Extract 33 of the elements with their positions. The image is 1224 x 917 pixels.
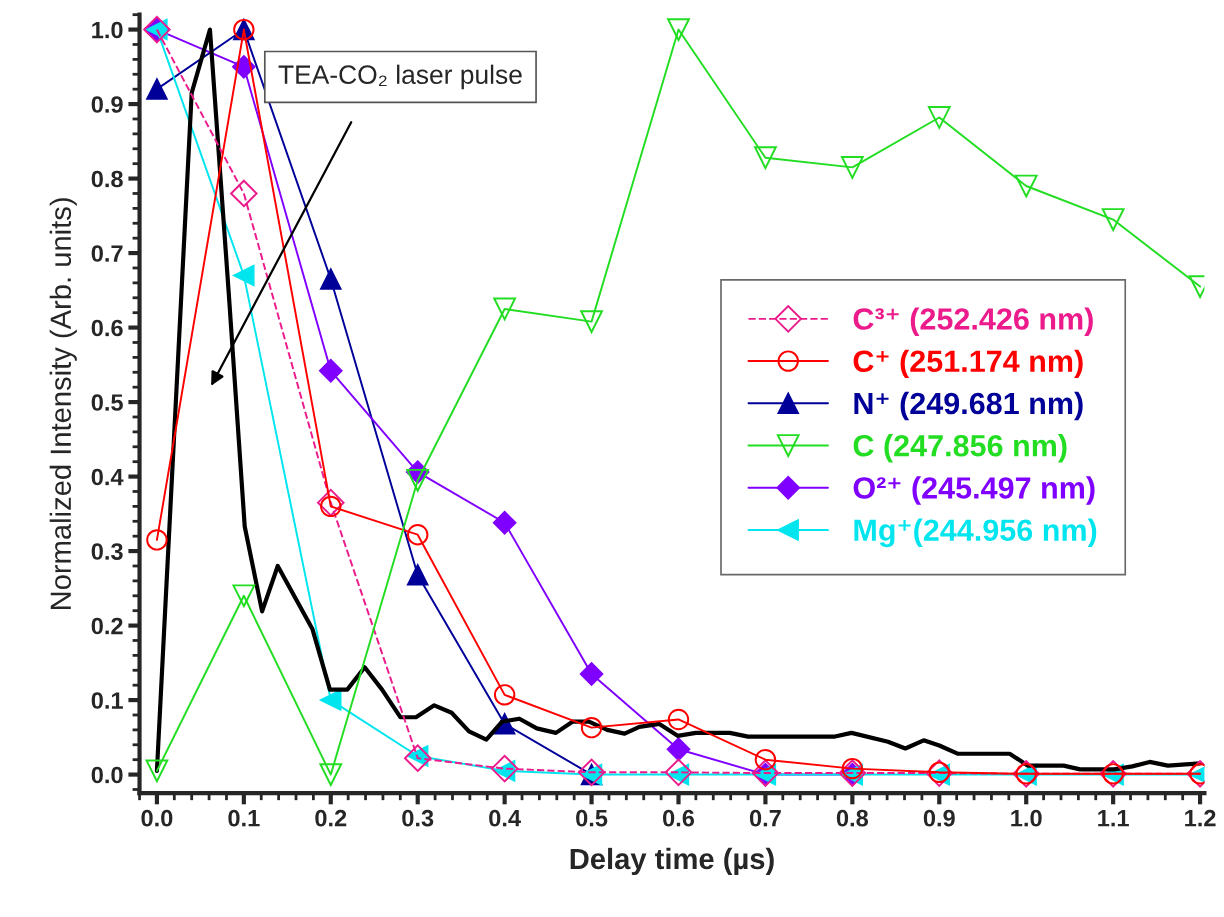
x-tick-label: 0.8 [836,809,869,827]
x-tick-label: 1.0 [1011,809,1042,827]
legend-label: Mg⁺(244.956 nm) [854,518,1097,548]
x-tick-label: 0.9 [923,809,955,827]
x-tick-label: 0.5 [576,809,608,827]
y-tick-label: 0.1 [91,692,123,709]
y-tick-label: 0.4 [91,468,124,486]
x-tick-label: 0.1 [228,809,260,827]
y-tick-label: 0.5 [91,394,123,411]
x-tick-label: 1.1 [1098,810,1129,827]
y-tick-label: 0.8 [91,170,123,188]
y-tick-label: 0.6 [91,319,123,337]
legend-label: C³⁺ (252.426 nm) [853,307,1093,336]
x-tick-label: 0.0 [141,809,173,827]
legend-label: C⁺ (251.174 nm) [853,349,1083,379]
legend-label: N⁺ (249.681 nm) [854,391,1083,421]
y-tick-label: 0.3 [91,543,123,560]
legend-label: O²⁺ (245.497 nm) [853,476,1095,505]
x-tick-label: 0.7 [749,809,781,827]
legend-label: C (247.856 nm) [853,434,1067,463]
y-tick-label: 0.0 [91,766,123,784]
y-tick-label: 0.7 [91,245,123,262]
x-axis-title: Delay time (µs) [570,847,774,876]
y-tick-label: 1.0 [92,21,123,39]
x-tick-label: 0.6 [663,809,695,827]
x-tick-label: 1.2 [1185,809,1216,827]
x-tick-label: 0.3 [402,809,434,827]
annotation: TEA-CO₂ laser pulse [278,64,522,90]
y-axis-title: Normalized Intensity (Arb. units) [49,198,77,610]
x-tick-label: 0.4 [489,809,521,827]
x-tick-label: 0.2 [315,809,347,827]
y-tick-label: 0.2 [91,617,123,635]
y-tick-label: 0.9 [91,96,123,113]
